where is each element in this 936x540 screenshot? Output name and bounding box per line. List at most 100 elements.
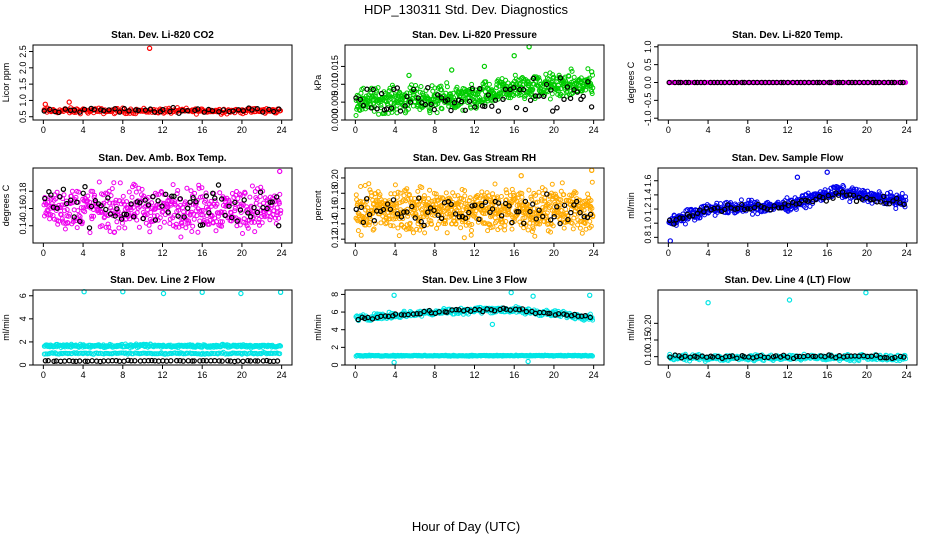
data-point (899, 191, 905, 196)
data-point (453, 221, 459, 226)
data-point (531, 206, 537, 212)
data-point (54, 189, 60, 195)
data-point (105, 195, 111, 201)
data-point (360, 219, 366, 226)
outlier-point (449, 67, 455, 73)
data-point (380, 206, 387, 213)
data-point (429, 212, 435, 218)
outlier-point (824, 169, 830, 175)
data-point (579, 230, 585, 236)
data-point (418, 218, 424, 225)
x-tick-label: 4 (81, 125, 86, 135)
data-point (466, 209, 472, 216)
data-point (228, 214, 235, 221)
outlier-point (508, 289, 514, 296)
data-point (415, 95, 421, 101)
data-point (260, 109, 266, 115)
data-point (532, 93, 539, 99)
data-point (219, 210, 225, 216)
data-point (81, 106, 88, 113)
data-point (197, 222, 204, 228)
y-tick-label: 4 (18, 316, 28, 321)
panel-title: Stan. Dev. Sample Flow (732, 153, 844, 164)
data-point (417, 89, 423, 95)
y-axis-label: ml/min (1, 314, 11, 341)
y-axis-label: ml/min (626, 314, 636, 341)
data-point (426, 196, 431, 202)
data-point (90, 188, 96, 194)
data-point (462, 107, 468, 114)
data-point (495, 108, 502, 114)
data-point (79, 219, 85, 225)
data-point (513, 104, 520, 111)
data-point (63, 200, 70, 207)
data-point (378, 220, 384, 226)
outlier-point (525, 358, 531, 365)
data-point (420, 90, 425, 96)
data-point (195, 229, 201, 235)
data-point (547, 96, 553, 102)
data-point (497, 224, 503, 230)
panel-title: Stan. Dev. Line 4 (LT) Flow (725, 275, 851, 286)
data-point (139, 186, 145, 192)
data-point (278, 208, 284, 214)
data-point (431, 106, 437, 113)
data-point (458, 225, 464, 231)
data-point (492, 97, 499, 103)
data-point (494, 218, 499, 224)
data-point (371, 217, 377, 224)
data-point (82, 209, 88, 215)
data-point (876, 79, 882, 86)
data-point (555, 85, 561, 91)
data-point (548, 203, 554, 209)
data-point (821, 79, 827, 86)
x-tick-label: 12 (157, 370, 167, 380)
x-tick-label: 24 (902, 248, 912, 258)
data-point (88, 203, 95, 210)
data-point (828, 79, 834, 86)
y-axis-label: ml/min (313, 314, 323, 341)
y-tick-label: 0.18 (330, 184, 340, 202)
data-point (234, 218, 240, 224)
data-point (394, 194, 400, 200)
data-point (241, 197, 247, 203)
data-point (435, 92, 441, 98)
x-tick-label: 24 (902, 125, 912, 135)
data-point (254, 196, 260, 202)
data-point (100, 107, 107, 114)
data-point (394, 211, 401, 217)
data-point (416, 195, 422, 201)
data-point (451, 99, 457, 106)
data-point (588, 223, 594, 229)
data-point (69, 188, 75, 194)
y-axis-label: degrees C (1, 184, 11, 226)
data-point (427, 205, 434, 211)
panel-title: Stan. Dev. Gas Stream RH (413, 153, 536, 164)
data-point (472, 202, 478, 208)
data-point (226, 203, 232, 209)
x-tick-label: 4 (706, 125, 711, 135)
panel-title: Stan. Dev. Li-820 CO2 (111, 30, 214, 41)
x-tick-label: 12 (469, 125, 479, 135)
data-point (435, 212, 441, 218)
data-point (503, 219, 509, 224)
data-point (201, 109, 207, 115)
data-point (428, 218, 434, 224)
data-point (476, 216, 482, 222)
data-point (114, 206, 120, 212)
data-point (568, 206, 574, 212)
data-point (849, 79, 855, 86)
data-point (483, 79, 489, 85)
data-point (147, 106, 154, 112)
data-point (900, 79, 906, 86)
x-tick-label: 8 (432, 125, 437, 135)
outlier-point (66, 99, 72, 105)
data-point (807, 203, 813, 209)
data-point (448, 201, 454, 207)
data-point (160, 208, 166, 214)
data-point (267, 217, 273, 223)
data-point (476, 95, 482, 100)
data-point (865, 79, 871, 86)
y-tick-label: 2.5 (18, 45, 28, 58)
